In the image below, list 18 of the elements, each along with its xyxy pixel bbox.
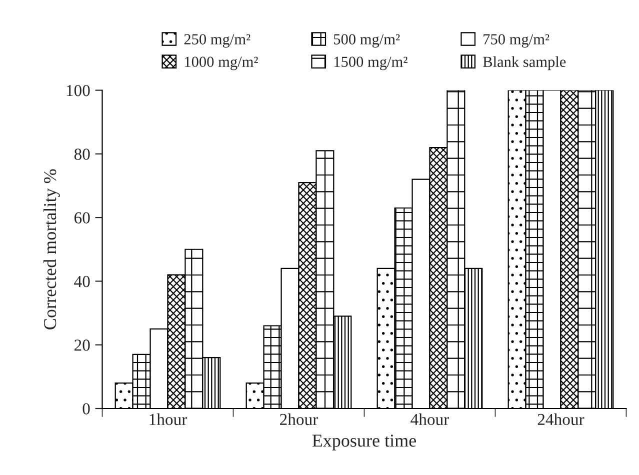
x-tick-label: 24hour bbox=[538, 413, 584, 426]
y-tick-label: 60 bbox=[74, 212, 90, 224]
y-tick-label: 20 bbox=[74, 340, 90, 351]
legend-label: 750 mg/m² bbox=[484, 34, 550, 48]
legend-label: Blank sample bbox=[483, 56, 566, 70]
x-tick-label: 1hour bbox=[150, 413, 188, 426]
y-tick-label: 40 bbox=[74, 276, 90, 288]
x-tick-label: 4hour bbox=[410, 413, 450, 426]
legend-label: 1000 mg/m² bbox=[185, 56, 258, 70]
y-tick-label: 100 bbox=[66, 84, 90, 96]
y-axis-title: Corrected mortality % bbox=[43, 169, 60, 330]
x-tick-label: 2hour bbox=[280, 413, 318, 426]
legend-label: 500 mg/m² bbox=[334, 34, 400, 48]
legend-label: 250 mg/m² bbox=[184, 34, 250, 48]
y-tick-label: 80 bbox=[74, 148, 90, 160]
x-axis-title: Exposure time bbox=[312, 434, 416, 450]
y-tick-label: 0 bbox=[82, 403, 90, 414]
legend-label: 1500 mg/m² bbox=[334, 56, 408, 70]
